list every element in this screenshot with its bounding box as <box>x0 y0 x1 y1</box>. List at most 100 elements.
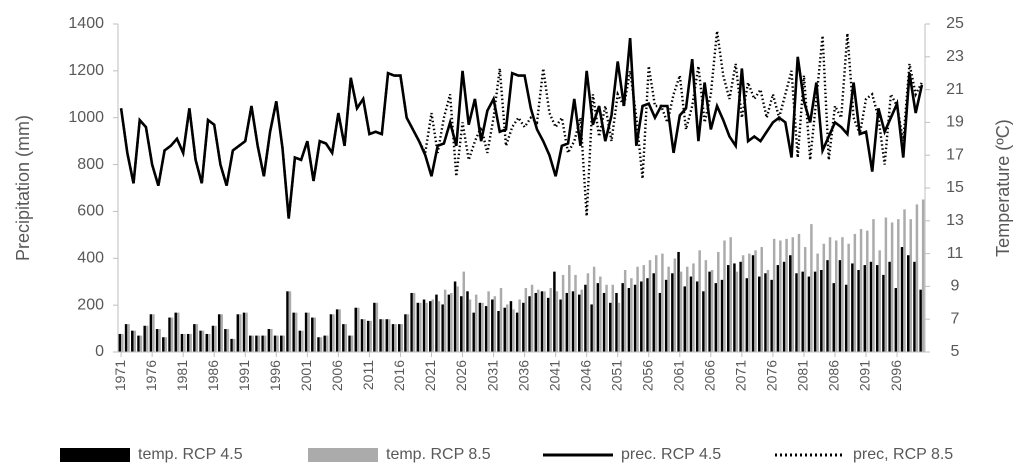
y2-tick-label: 19 <box>946 114 964 131</box>
bar <box>214 325 217 352</box>
bar <box>226 329 230 352</box>
x-tick-label: 2011 <box>360 360 376 390</box>
bar <box>505 304 509 352</box>
bar <box>162 337 165 352</box>
y-tick-label: 1400 <box>68 15 104 32</box>
x-tick-label: 1971 <box>112 360 128 391</box>
bar <box>373 302 376 352</box>
bar <box>760 247 763 352</box>
bar <box>652 273 655 352</box>
bar <box>586 273 590 352</box>
bar <box>919 289 922 352</box>
bar <box>437 301 441 352</box>
bar <box>208 333 211 352</box>
bar <box>745 278 749 352</box>
bar <box>596 283 600 352</box>
bar <box>615 292 618 352</box>
y-tick-label: 400 <box>77 250 104 267</box>
bar <box>540 291 544 352</box>
bar <box>617 302 621 352</box>
bar <box>232 338 236 352</box>
bar <box>791 237 795 352</box>
bar <box>561 274 565 352</box>
y2-tick-label: 25 <box>946 15 964 32</box>
bar <box>338 309 341 352</box>
bar <box>242 312 246 352</box>
bar <box>720 279 724 352</box>
bar <box>555 291 559 352</box>
x-tick-label: 2061 <box>670 360 686 391</box>
x-tick-label: 1996 <box>267 360 283 391</box>
bar <box>770 279 773 352</box>
bar <box>546 297 550 352</box>
y-tick-label: 600 <box>77 203 104 220</box>
bar <box>689 276 693 352</box>
x-tick-label: 2026 <box>453 360 469 391</box>
bar <box>472 312 475 352</box>
y-axis-label: Precipitation (mm) <box>13 115 33 261</box>
bar <box>394 324 397 352</box>
x-tick-label: 2006 <box>329 360 345 391</box>
x-tick-label: 2016 <box>391 360 407 391</box>
bar <box>155 329 159 352</box>
y2-tick-label: 21 <box>946 81 964 98</box>
bar <box>553 271 556 352</box>
bar <box>851 263 854 352</box>
bar <box>429 301 432 352</box>
bar <box>319 337 323 352</box>
bar <box>921 199 925 352</box>
bar <box>422 299 426 352</box>
bar <box>820 270 823 352</box>
bar <box>822 243 826 352</box>
bar <box>599 276 602 352</box>
bar <box>739 261 742 352</box>
bar <box>646 278 649 352</box>
bar <box>772 238 776 352</box>
bar <box>493 296 497 352</box>
bar <box>758 276 761 352</box>
bar <box>131 330 134 352</box>
x-tick-label: 2036 <box>515 360 531 391</box>
bar <box>239 314 242 352</box>
bar <box>263 335 267 352</box>
bar <box>733 263 736 352</box>
bar <box>664 279 668 352</box>
bar <box>633 284 637 352</box>
bar <box>118 333 122 352</box>
bar <box>559 299 562 352</box>
bar <box>236 314 240 352</box>
bar <box>580 289 583 352</box>
bar <box>677 251 680 352</box>
bar <box>447 294 451 352</box>
x-tick-label: 2071 <box>733 360 749 391</box>
bar <box>869 261 873 352</box>
bar <box>354 307 357 352</box>
y2-tick-label: 15 <box>946 179 964 196</box>
x-tick-label: 2031 <box>484 360 500 391</box>
bar <box>795 273 798 352</box>
y-tick-label: 200 <box>77 296 104 313</box>
bar <box>847 243 850 352</box>
bar <box>890 222 894 352</box>
bar <box>776 265 780 352</box>
bar <box>176 312 180 352</box>
bar <box>298 330 302 352</box>
bar <box>710 270 714 352</box>
legend-label: prec. RCP 4.5 <box>621 446 721 463</box>
bar <box>683 286 687 352</box>
bar <box>605 284 608 352</box>
bar <box>813 271 817 352</box>
bar <box>441 304 444 352</box>
bar <box>897 219 900 352</box>
bar <box>280 335 283 352</box>
bar <box>537 289 540 352</box>
bar <box>512 309 515 352</box>
bar <box>627 288 631 352</box>
bar <box>282 335 285 352</box>
bar <box>909 219 912 352</box>
bar <box>230 338 233 352</box>
x-tick-label: 2086 <box>826 360 842 391</box>
bar <box>857 270 860 352</box>
x-tick-label: 1986 <box>205 360 221 391</box>
bar <box>468 299 472 352</box>
